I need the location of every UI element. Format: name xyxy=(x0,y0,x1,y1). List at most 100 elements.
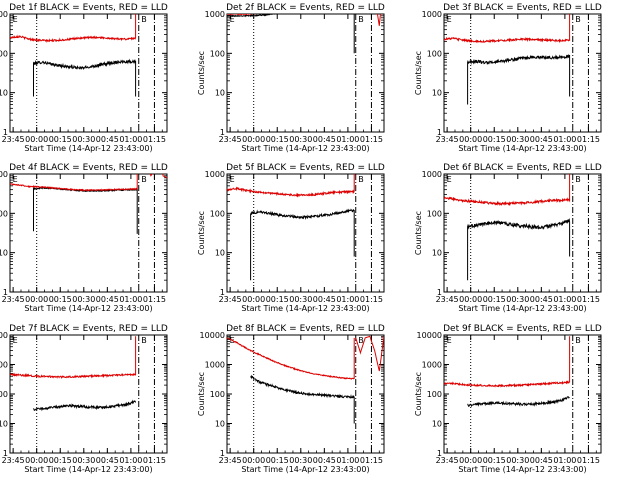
x-tick-label: 00:15 xyxy=(483,135,506,144)
chart-panel-2: Det 2f BLACK = Events, RED = LLD 1 10 100 10… xyxy=(197,3,385,153)
y-tick-label: 10 xyxy=(0,249,8,258)
y-tick-label: 10 xyxy=(432,89,442,98)
chart-panel-9: Det 9f BLACK = Events, RED = LLD 1 10 100 10… xyxy=(414,324,602,474)
x-tick-label: 00:45 xyxy=(530,135,553,144)
y-tick-label: 1 xyxy=(437,128,442,137)
lld-series-line xyxy=(10,336,137,379)
plot-frame xyxy=(9,13,168,133)
chart-title: Det 1f BLACK = Events, RED = LLD xyxy=(9,3,168,13)
x-tick-label: 00:45 xyxy=(313,135,336,144)
chart-panel-6: Det 6f BLACK = Events, RED = LLD 1 10 100 10… xyxy=(414,163,602,313)
x-tick-label: 01:00 xyxy=(336,456,359,465)
x-axis-label: Start Time (14-Apr-12 23:43:00) xyxy=(241,304,369,313)
y-tick-label: 10 xyxy=(432,249,442,258)
y-tick-label: 100 xyxy=(0,49,8,58)
y-tick-label: 1 xyxy=(220,449,225,458)
y-tick-label: 1 xyxy=(437,449,442,458)
x-axis-label: Start Time (14-Apr-12 23:43:00) xyxy=(458,144,586,153)
lld-series-line xyxy=(444,336,571,388)
plot-frame xyxy=(443,13,602,133)
x-tick-label: 23:45 xyxy=(2,456,25,465)
x-axis-label: Start Time (14-Apr-12 23:43:00) xyxy=(24,144,152,153)
y-tick-label: 1000 xyxy=(422,361,442,370)
y-axis-label: Counts/sec xyxy=(197,51,206,95)
events-series-line xyxy=(467,395,570,408)
x-tick-label: 00:00 xyxy=(25,295,48,304)
lld-series-line xyxy=(355,335,384,372)
y-tick-label: 100 xyxy=(210,390,225,399)
y-tick-label: 10000 xyxy=(417,331,442,340)
x-tick-label: 23:45 xyxy=(219,135,242,144)
x-tick-label: 00:45 xyxy=(96,456,119,465)
chart-title: Det 5f BLACK = Events, RED = LLD xyxy=(226,163,385,173)
x-tick-label: 01:00 xyxy=(119,295,142,304)
marker-label: E xyxy=(230,175,235,184)
plot-frame xyxy=(443,173,602,293)
x-tick-label: 01:00 xyxy=(553,135,576,144)
chart-panel-1: Det 1f BLACK = Events, RED = LLD 1 10 100 10… xyxy=(0,3,168,153)
chart-title: Det 6f BLACK = Events, RED = LLD xyxy=(443,163,602,173)
x-tick-label: 01:15 xyxy=(577,456,600,465)
x-tick-label: 01:00 xyxy=(119,135,142,144)
y-axis-label: Counts/sec xyxy=(197,211,206,255)
x-tick-label: 00:00 xyxy=(242,295,265,304)
marker-label: E xyxy=(447,175,452,184)
x-tick-label: 23:45 xyxy=(436,295,459,304)
marker-label: B xyxy=(575,336,581,345)
marker-label: B xyxy=(141,15,147,24)
chart-panel-3: Det 3f BLACK = Events, RED = LLD 1 10 100 10… xyxy=(414,3,602,153)
y-axis-label: Counts/sec xyxy=(414,51,423,95)
y-tick-label: 100 xyxy=(427,209,442,218)
x-tick-label: 00:00 xyxy=(459,135,482,144)
x-tick-label: 00:30 xyxy=(506,135,529,144)
y-tick-label: 10 xyxy=(0,89,8,98)
y-tick-label: 1000 xyxy=(0,170,8,179)
x-tick-label: 00:30 xyxy=(289,135,312,144)
x-tick-label: 01:15 xyxy=(577,295,600,304)
x-tick-label: 00:15 xyxy=(49,295,72,304)
x-tick-label: 23:45 xyxy=(219,295,242,304)
y-tick-label: 100 xyxy=(427,390,442,399)
plot-frame xyxy=(443,334,602,454)
y-axis-label: Counts/sec xyxy=(414,372,423,416)
marker-label: E xyxy=(447,15,452,24)
x-tick-label: 23:45 xyxy=(436,456,459,465)
y-tick-label: 1000 xyxy=(0,10,8,19)
x-tick-label: 00:45 xyxy=(96,135,119,144)
lld-series-line xyxy=(376,14,381,26)
y-axis-label: Counts/sec xyxy=(414,211,423,255)
x-tick-label: 00:30 xyxy=(289,295,312,304)
y-tick-label: 1 xyxy=(437,288,442,297)
marker-label: E xyxy=(13,336,18,345)
y-tick-label: 10 xyxy=(215,89,225,98)
y-tick-label: 10 xyxy=(432,420,442,429)
x-tick-label: 23:45 xyxy=(219,456,242,465)
x-tick-label: 01:00 xyxy=(119,456,142,465)
marker-label: E xyxy=(13,175,18,184)
y-tick-label: 100 xyxy=(210,49,225,58)
x-tick-label: 00:00 xyxy=(459,456,482,465)
events-series-line xyxy=(250,208,355,281)
marker-label: E xyxy=(13,15,18,24)
marker-label: B xyxy=(358,175,364,184)
x-tick-label: 00:15 xyxy=(266,135,289,144)
x-tick-label: 00:00 xyxy=(25,135,48,144)
y-tick-label: 100 xyxy=(210,209,225,218)
chart-title: Det 4f BLACK = Events, RED = LLD xyxy=(9,163,168,173)
events-series-line xyxy=(33,58,137,97)
x-tick-label: 00:15 xyxy=(483,295,506,304)
marker-label: B xyxy=(575,15,581,24)
events-series-line xyxy=(227,14,355,54)
x-tick-label: 00:00 xyxy=(25,456,48,465)
x-axis-label: Start Time (14-Apr-12 23:43:00) xyxy=(241,144,369,153)
lld-series-line xyxy=(227,337,355,380)
marker-label: E xyxy=(230,15,235,24)
x-axis-label: Start Time (14-Apr-12 23:43:00) xyxy=(24,304,152,313)
x-axis-label: Start Time (14-Apr-12 23:43:00) xyxy=(24,465,152,474)
x-tick-label: 23:45 xyxy=(2,135,25,144)
plot-frame xyxy=(9,334,168,454)
y-tick-label: 100 xyxy=(0,390,8,399)
y-tick-label: 1000 xyxy=(422,10,442,19)
x-axis-label: Start Time (14-Apr-12 23:43:00) xyxy=(458,465,586,474)
